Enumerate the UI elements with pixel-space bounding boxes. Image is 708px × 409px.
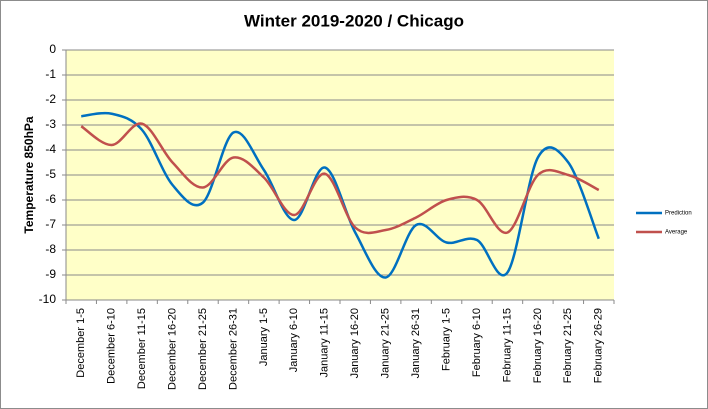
- y-axis-label: Temperature 850hPa: [22, 116, 36, 233]
- legend-label: Prediction: [665, 211, 692, 217]
- x-tick-label: January 16-20: [349, 308, 361, 378]
- legend-label: Average: [665, 230, 688, 236]
- x-tick-label: February 16-20: [532, 308, 544, 383]
- x-tick-label: December 11-15: [136, 308, 148, 389]
- y-tick-label: -8: [45, 242, 56, 256]
- y-tick-label: -2: [45, 92, 56, 106]
- y-tick-label: -5: [45, 167, 56, 181]
- y-tick-label: -6: [45, 192, 56, 206]
- y-tick-label: -7: [45, 217, 56, 231]
- x-tick-label: January 26-31: [410, 308, 422, 378]
- y-tick-label: -4: [45, 142, 56, 156]
- y-tick-label: -1: [45, 67, 56, 81]
- x-tick-label: February 21-25: [562, 308, 574, 383]
- x-tick-label: January 6-10: [288, 308, 300, 372]
- y-tick-label: -10: [39, 292, 57, 306]
- y-tick-label: -3: [45, 117, 56, 131]
- y-tick-label: 0: [49, 42, 56, 56]
- x-tick-label: February 6-10: [471, 308, 483, 377]
- x-tick-label: December 26-31: [227, 308, 239, 390]
- x-tick-label: February 26-29: [593, 308, 605, 383]
- x-tick-label: December 21-25: [197, 308, 209, 390]
- y-tick-label: -9: [45, 267, 56, 281]
- x-tick-label: January 1-5: [258, 308, 270, 366]
- series-line: [80, 122, 600, 235]
- chart-title: Winter 2019-2020 / Chicago: [244, 11, 464, 30]
- x-tick-label: December 6-10: [106, 308, 118, 384]
- x-tick-label: January 21-25: [380, 308, 392, 378]
- x-tick-label: January 11-15: [319, 308, 331, 378]
- x-tick-label: February 1-5: [440, 308, 452, 371]
- x-tick-label: December 1-5: [75, 308, 87, 378]
- x-tick-label: February 11-15: [501, 308, 513, 382]
- x-tick-label: December 16-20: [166, 308, 178, 390]
